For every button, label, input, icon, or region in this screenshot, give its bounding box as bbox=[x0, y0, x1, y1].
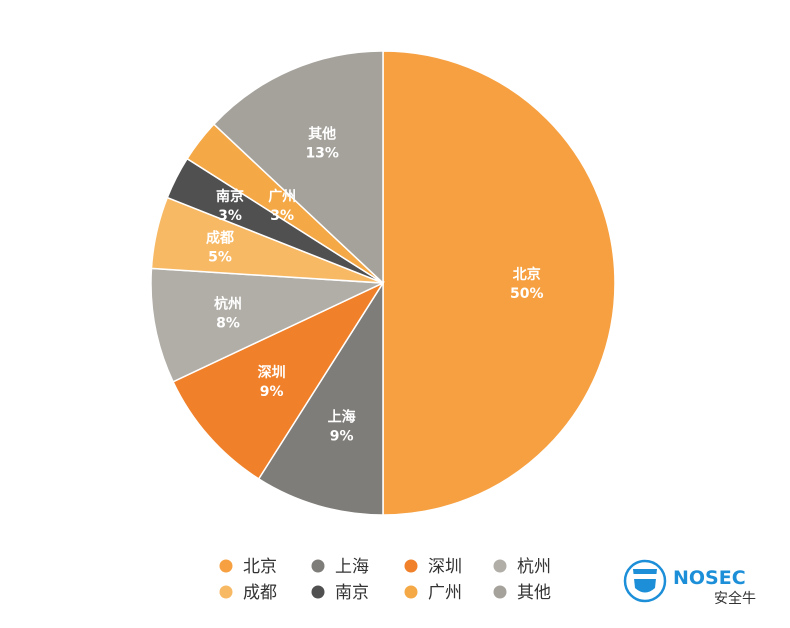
slice-value-label: 3% bbox=[218, 208, 242, 224]
shield-icon bbox=[623, 559, 667, 603]
legend-label: 广州 bbox=[428, 583, 462, 603]
slice-category-label: 深圳 bbox=[258, 364, 286, 381]
legend-label: 深圳 bbox=[428, 557, 462, 577]
pie-slice-1 bbox=[382, 50, 616, 516]
slice-category-label: 成都 bbox=[206, 230, 234, 247]
slice-category-label: 其他 bbox=[308, 126, 336, 143]
slice-value-label: 8% bbox=[216, 316, 240, 332]
watermark: NOSEC 安全牛 bbox=[623, 559, 756, 607]
legend-swatch bbox=[219, 585, 233, 599]
slice-value-label: 3% bbox=[270, 208, 294, 224]
legend-label: 北京 bbox=[243, 557, 277, 577]
legend-label: 上海 bbox=[335, 557, 369, 577]
legend-swatch bbox=[493, 559, 507, 573]
legend-swatch bbox=[404, 559, 418, 573]
watermark-caption: 安全牛 bbox=[714, 590, 756, 607]
slice-category-label: 南京 bbox=[216, 188, 244, 205]
legend-label: 成都 bbox=[243, 583, 277, 603]
slice-category-label: 上海 bbox=[328, 409, 356, 426]
legend-swatch bbox=[219, 559, 233, 573]
slice-value-label: 9% bbox=[330, 429, 354, 445]
slice-value-label: 5% bbox=[208, 250, 232, 266]
slice-category-label: 杭州 bbox=[214, 296, 242, 313]
legend-swatch bbox=[311, 585, 325, 599]
legend-label: 杭州 bbox=[517, 557, 551, 577]
legend-swatch bbox=[311, 559, 325, 573]
slice-value-label: 50% bbox=[510, 286, 544, 302]
legend-swatch bbox=[493, 585, 507, 599]
slice-category-label: 广州 bbox=[268, 188, 296, 205]
pie-slice-3 bbox=[172, 281, 386, 480]
pie-slices bbox=[150, 50, 616, 516]
watermark-brand: NOSEC bbox=[673, 567, 746, 589]
legend-label: 南京 bbox=[335, 583, 369, 603]
pie-slice-4 bbox=[150, 267, 384, 383]
legend-label: 其他 bbox=[517, 583, 551, 603]
legend-swatch bbox=[404, 585, 418, 599]
pie-slice-2 bbox=[257, 280, 384, 516]
slice-value-label: 9% bbox=[260, 384, 284, 400]
slice-value-label: 13% bbox=[305, 146, 339, 162]
slice-category-label: 北京 bbox=[513, 266, 541, 283]
pie-labels: 北京 50% 上海 9% 深圳 9% 杭州 8% 成都 5% 南京 3% 广州 3% 其他 13% bbox=[206, 126, 544, 445]
pie-slice-8 bbox=[212, 50, 384, 285]
